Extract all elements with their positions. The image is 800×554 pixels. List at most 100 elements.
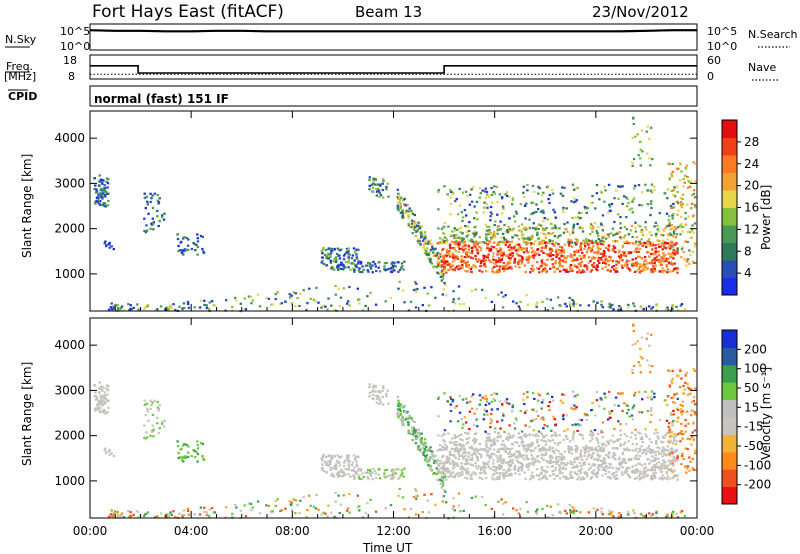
velocity-echo-cell (666, 404, 669, 407)
velocity-echo-cell (458, 450, 461, 453)
velocity-echo-cell (691, 431, 694, 434)
velocity-echo-cell (101, 410, 105, 413)
power-echo-cell (666, 271, 669, 274)
power-echo-cell (621, 266, 624, 269)
velocity-echo-cell (362, 475, 365, 478)
velocity-echo-cell (461, 426, 464, 429)
power-echo-cell (540, 246, 543, 249)
velocity-echo-cell (613, 453, 617, 456)
velocity-echo-cell (321, 455, 325, 458)
velocity-echo-cell (251, 506, 254, 509)
power-echo-cell (454, 250, 457, 253)
velocity-echo-cell (547, 448, 550, 452)
velocity-echo-cell (398, 475, 402, 478)
power-echo-cell (681, 230, 684, 233)
velocity-echo-cell (476, 449, 479, 452)
power-echo-cell (680, 303, 684, 306)
power-echo-cell (596, 269, 599, 272)
velocity-echo-cell (507, 463, 510, 466)
power-echo-cell (668, 234, 671, 237)
velocity-echo-cell (537, 474, 541, 477)
power-echo-cell (484, 265, 487, 268)
velocity-echo-cell (182, 460, 185, 463)
velocity-echo-cell (470, 395, 473, 398)
power-colorbar-segment (722, 137, 737, 156)
velocity-echo-cell (663, 477, 667, 480)
power-echo-cell (527, 241, 530, 244)
velocity-echo-cell (558, 455, 561, 459)
velocity-echo-cell (622, 443, 625, 446)
velocity-echo-cell (454, 457, 457, 460)
power-echo-cell (648, 137, 651, 140)
power-echo-cell (352, 262, 356, 265)
power-echo-cell (618, 185, 622, 188)
power-echo-cell (342, 258, 346, 261)
velocity-echo-cell (186, 509, 190, 513)
power-echo-cell (455, 228, 459, 232)
velocity-echo-cell (441, 461, 445, 465)
velocity-echo-cell (528, 445, 531, 448)
velocity-echo-cell (668, 385, 672, 388)
power-echo-cell (522, 238, 526, 241)
velocity-echo-cell (650, 469, 654, 472)
power-echo-cell (632, 117, 635, 120)
velocity-echo-cell (643, 473, 646, 476)
power-echo-cell (604, 262, 608, 265)
velocity-echo-cell (649, 468, 652, 472)
power-echo-cell (100, 195, 103, 198)
power-echo-cell (507, 256, 510, 259)
power-echo-cell (617, 255, 621, 258)
power-echo-cell (325, 264, 329, 267)
velocity-echo-cell (413, 428, 416, 431)
velocity-echo-cell (271, 510, 274, 513)
velocity-echo-cell (205, 511, 208, 514)
power-echo-cell (619, 227, 622, 230)
velocity-echo-cell (693, 403, 697, 406)
velocity-echo-cell (638, 455, 642, 458)
power-echo-cell (485, 229, 489, 232)
velocity-echo-cell (423, 458, 427, 462)
velocity-echo-cell (182, 509, 186, 512)
power-echo-cell (667, 218, 670, 222)
power-echo-cell (651, 306, 654, 309)
velocity-echo-cell (519, 507, 522, 511)
power-echo-cell (566, 255, 569, 258)
velocity-echo-cell (453, 450, 457, 453)
power-echo-cell (401, 216, 404, 219)
velocity-echo-cell (662, 459, 665, 462)
velocity-echo-cell (499, 427, 502, 430)
velocity-echo-cell (470, 496, 474, 499)
velocity-echo-cell (424, 444, 427, 447)
velocity-echo-cell (505, 471, 508, 475)
velocity-echo-cell (560, 458, 564, 461)
velocity-echo-cell (589, 448, 592, 451)
velocity-echo-cell (440, 486, 443, 489)
power-echo-cell (600, 240, 604, 243)
power-echo-cell (498, 253, 501, 256)
power-echo-cell (441, 260, 444, 263)
velocity-echo-cell (555, 474, 558, 477)
power-echo-cell (641, 150, 644, 153)
power-echo-cell (411, 212, 415, 215)
power-echo-cell (423, 240, 427, 244)
velocity-echo-cell (640, 411, 644, 414)
velocity-echo-cell (457, 448, 460, 451)
velocity-echo-cell (368, 395, 371, 398)
velocity-echo-cell (329, 462, 332, 465)
velocity-echo-cell (643, 463, 647, 466)
power-echo-cell (579, 257, 583, 260)
velocity-echo-cell (533, 397, 536, 400)
power-echo-cell (607, 183, 611, 186)
power-echo-cell (532, 256, 535, 259)
power-echo-cell (565, 305, 568, 308)
power-echo-cell (411, 232, 414, 235)
velocity-echo-cell (397, 399, 400, 402)
power-echo-cell (414, 226, 417, 229)
velocity-echo-cell (667, 425, 670, 429)
velocity-echo-cell (671, 369, 674, 372)
velocity-echo-cell (670, 382, 674, 385)
power-echo-cell (642, 263, 645, 266)
velocity-echo-cell (568, 450, 571, 453)
velocity-echo-cell (349, 475, 352, 478)
power-echo-cell (663, 260, 666, 263)
